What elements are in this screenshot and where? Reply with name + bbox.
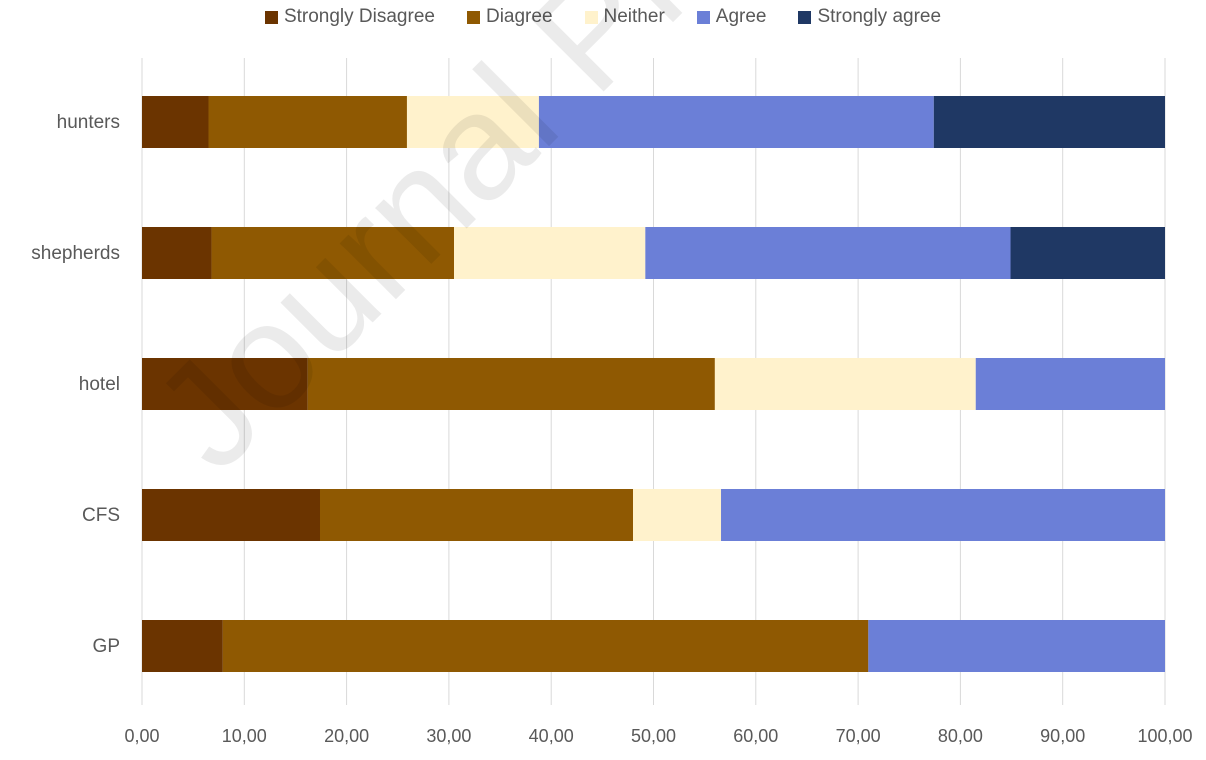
legend-item: Strongly agree	[798, 6, 941, 28]
x-tick-label: 10,00	[222, 726, 267, 746]
category-label: hotel	[79, 374, 120, 395]
x-tick-label: 30,00	[426, 726, 471, 746]
x-tick-label: 80,00	[938, 726, 983, 746]
x-tick-label: 100,00	[1137, 726, 1192, 746]
legend-swatch	[264, 10, 278, 24]
bar-segment-diagree	[211, 227, 455, 279]
legend-label: Strongly Disagree	[283, 6, 435, 27]
bar-segment-neither	[633, 489, 722, 541]
bar-segment-strongly-disagree	[142, 96, 209, 148]
legend-swatch	[798, 10, 812, 24]
bar-segment-diagree	[320, 489, 634, 541]
legend-item: Agree	[696, 6, 767, 28]
category-label: GP	[93, 636, 120, 657]
bar-segment-diagree	[307, 358, 715, 410]
legend-item: Diagree	[466, 6, 553, 28]
legend-item: Strongly Disagree	[264, 6, 435, 28]
legend-item: Neither	[584, 6, 665, 28]
x-tick-label: 40,00	[529, 726, 574, 746]
legend-swatch	[696, 10, 710, 24]
bar-segment-strongly-disagree	[142, 489, 321, 541]
category-label: hunters	[57, 112, 120, 133]
bar-segment-agree	[538, 96, 934, 148]
bar-segment-neither	[454, 227, 646, 279]
bar-segment-agree	[975, 358, 1165, 410]
legend-label: Agree	[715, 6, 767, 27]
bar-segment-strongly-agree	[1010, 227, 1165, 279]
bar-segment-diagree	[208, 96, 407, 148]
legend-label: Neither	[603, 6, 665, 27]
category-label: CFS	[82, 505, 120, 526]
bar-segment-neither	[406, 96, 539, 148]
legend-label: Diagree	[485, 6, 553, 27]
x-tick-label: 0,00	[124, 726, 159, 746]
bar-segment-diagree	[222, 620, 869, 672]
x-tick-label: 90,00	[1040, 726, 1085, 746]
bar-segment-strongly-disagree	[142, 620, 223, 672]
bar-segment-agree	[645, 227, 1011, 279]
bar-segment-neither	[714, 358, 976, 410]
bar-segment-strongly-disagree	[142, 358, 308, 410]
bar-segment-agree	[721, 489, 1165, 541]
legend-swatch	[584, 10, 598, 24]
bar-segment-strongly-disagree	[142, 227, 212, 279]
category-label: shepherds	[31, 243, 120, 264]
bar-segment-strongly-agree	[933, 96, 1165, 148]
legend-label: Strongly agree	[817, 6, 942, 27]
x-tick-label: 20,00	[324, 726, 369, 746]
bar-segment-agree	[868, 620, 1165, 672]
legend-swatch	[466, 10, 480, 24]
x-tick-label: 60,00	[733, 726, 778, 746]
x-tick-label: 70,00	[836, 726, 881, 746]
chart-legend: Strongly Disagree Diagree Neither Agree Stro…	[0, 6, 1206, 28]
x-tick-label: 50,00	[631, 726, 676, 746]
